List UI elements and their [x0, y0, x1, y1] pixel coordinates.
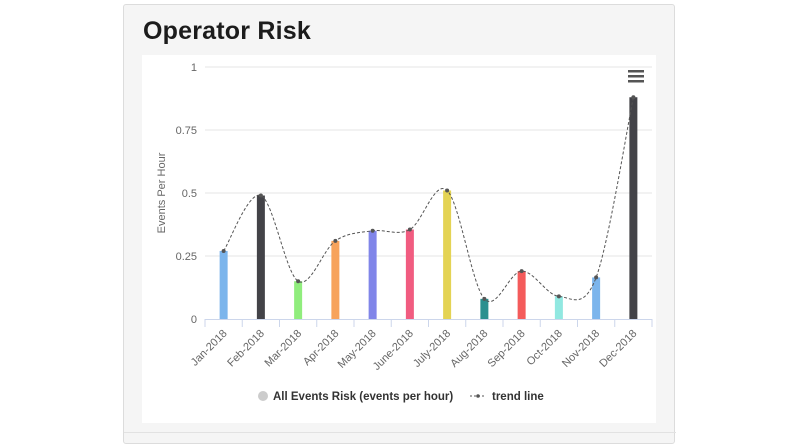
panel-title: Operator Risk [143, 17, 311, 45]
grid-lines [205, 66, 652, 257]
legend-item-all-events-risk[interactable]: All Events Risk (events per hour) [258, 391, 453, 403]
bar-nov-2018[interactable] [592, 277, 601, 319]
y-axis-label: Events Per Hour [156, 152, 168, 233]
panel-footer-divider [124, 432, 676, 433]
bar-june-2018[interactable] [405, 229, 414, 319]
trend-point-jan-2018[interactable] [221, 248, 226, 253]
trend-point-mar-2018[interactable] [296, 279, 301, 284]
x-tick-label: Oct-2018 [525, 328, 565, 368]
legend-label-all-events-risk: All Events Risk (events per hour) [273, 391, 453, 403]
bar-series[interactable] [219, 97, 638, 319]
bar-jan-2018[interactable] [219, 250, 228, 319]
y-tick-label: 1 [191, 62, 197, 74]
x-tick-label: Sep-2018 [486, 328, 528, 370]
x-tick-label: Nov-2018 [560, 328, 602, 370]
legend-label-trend-line: trend line [492, 391, 544, 403]
x-axis [204, 319, 653, 327]
trend-point-may-2018[interactable] [370, 228, 375, 233]
trend-line-series[interactable] [221, 95, 636, 302]
x-tick-label: Mar-2018 [262, 328, 304, 370]
chart-container: 0 0.25 0.5 0.75 1 Events Per Hour Jan-2018 Fe… [142, 55, 656, 423]
legend-item-trend-line[interactable]: trend line [470, 391, 544, 403]
trend-point-oct-2018[interactable] [556, 294, 561, 299]
trend-point-nov-2018[interactable] [594, 275, 599, 280]
bar-apr-2018[interactable] [331, 240, 340, 319]
y-tick-label: 0.5 [182, 188, 197, 200]
bar-feb-2018[interactable] [256, 195, 265, 319]
bar-mar-2018[interactable] [294, 281, 303, 319]
trend-point-sep-2018[interactable] [519, 269, 524, 274]
operator-risk-chart: 0 0.25 0.5 0.75 1 Events Per Hour Jan-2018Fe… [156, 62, 653, 403]
x-tick-label: July-2018 [411, 328, 453, 370]
x-axis-ticks: Jan-2018Feb-2018Mar-2018Apr-2018May-2018… [189, 328, 640, 373]
bar-oct-2018[interactable] [554, 296, 563, 319]
x-tick-label: Feb-2018 [225, 328, 267, 370]
y-tick-label: 0 [191, 314, 197, 326]
bar-may-2018[interactable] [368, 230, 377, 319]
bar-aug-2018[interactable] [480, 298, 489, 319]
trend-point-apr-2018[interactable] [333, 238, 338, 243]
bar-dec-2018[interactable] [629, 97, 638, 319]
y-tick-label: 0.25 [176, 251, 197, 263]
x-tick-label: Aug-2018 [448, 328, 490, 370]
x-tick-label: June-2018 [371, 328, 416, 373]
x-tick-label: Dec-2018 [597, 328, 639, 370]
chart-legend: All Events Risk (events per hour) trend … [258, 391, 544, 403]
y-tick-label: 0.75 [176, 125, 197, 137]
trend-point-june-2018[interactable] [407, 227, 412, 232]
x-tick-label: Jan-2018 [189, 328, 230, 369]
trend-point-dec-2018[interactable] [631, 95, 636, 100]
legend-symbol-circle [258, 391, 268, 401]
trend-point-feb-2018[interactable] [258, 193, 263, 198]
trend-point-aug-2018[interactable] [482, 296, 487, 301]
y-axis-ticks: 0 0.25 0.5 0.75 1 [176, 62, 197, 326]
bar-july-2018[interactable] [443, 190, 452, 319]
trend-line-path[interactable] [223, 97, 634, 302]
bar-sep-2018[interactable] [517, 271, 526, 319]
legend-symbol-dot [476, 394, 480, 398]
trend-point-july-2018[interactable] [445, 188, 450, 193]
hamburger-menu-icon[interactable] [628, 70, 644, 83]
operator-risk-panel: Operator Risk 0 0.25 0.5 0.75 1 Events Per H… [123, 4, 676, 444]
